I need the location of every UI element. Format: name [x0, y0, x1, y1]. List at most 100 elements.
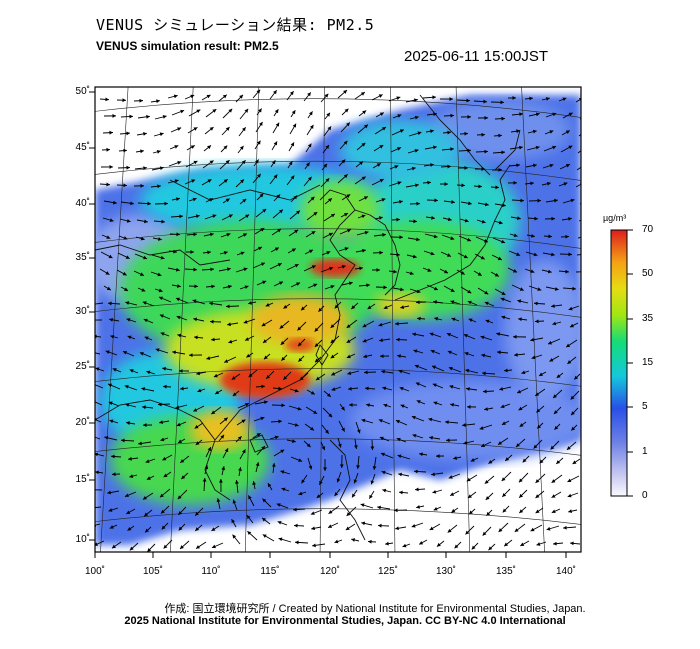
wind-arrow-head [522, 458, 527, 463]
wind-arrow-head [206, 94, 211, 99]
wind-arrow-head [246, 515, 251, 520]
wind-arrow-head [156, 99, 160, 104]
wind-arrow-head [159, 314, 164, 318]
wind-arrow-head [158, 288, 163, 293]
wind-arrow-head [240, 251, 245, 256]
wind-arrow-head [449, 385, 454, 389]
wind-arrow-head [90, 488, 94, 492]
wind-arrow-head [244, 285, 249, 290]
wind-arrow-head [299, 376, 304, 381]
wind-arrow-head [413, 219, 417, 224]
wind-arrow-head [413, 349, 418, 354]
wind-arrow-head [548, 234, 552, 239]
wind-arrow-head [331, 372, 336, 376]
lat-label-15: 15˚ [75, 474, 90, 485]
copyright-line: 2025 National Institute for Environmenta… [124, 615, 566, 627]
wind-arrow-head [568, 306, 573, 311]
wind-arrow-head [566, 446, 571, 450]
wind-arrow-head [568, 252, 572, 257]
wind-arrow-head [212, 109, 217, 113]
wind-arrow-head [311, 231, 316, 235]
wind-arrow-head [110, 334, 115, 339]
wind-arrow-head [338, 443, 342, 448]
wind-arrow-head [164, 201, 168, 206]
wind-arrow-head [447, 130, 451, 135]
wind-arrow-head [143, 423, 147, 428]
wind-arrow-shaft [576, 166, 581, 171]
wind-arrow-head [364, 370, 368, 375]
wind-arrow-head [241, 419, 246, 424]
wind-arrow-head [227, 284, 232, 289]
wind-arrow-head [141, 288, 146, 292]
wind-arrow-head [142, 496, 147, 500]
wind-arrow-head [356, 429, 361, 434]
wind-arrow-head [416, 300, 420, 305]
wind-arrow-head [520, 542, 525, 546]
wind-arrow-head [497, 256, 502, 261]
wind-arrow-head [396, 337, 400, 342]
wind-arrow-head [245, 337, 250, 341]
wind-arrow-head [108, 383, 112, 388]
wind-arrow-head [519, 287, 524, 291]
wind-arrow-head [139, 352, 144, 356]
wind-arrow-head [412, 332, 417, 337]
wind-arrow-head [324, 93, 329, 98]
wind-arrow-head [196, 371, 201, 376]
wind-arrow-head [495, 185, 499, 190]
wind-arrow-head [227, 322, 231, 327]
wind-arrow-head [144, 512, 149, 517]
lat-label-30: 30˚ [75, 306, 90, 317]
wind-arrow-head [109, 218, 114, 222]
wind-arrow-head [140, 236, 145, 241]
wind-arrow-head [432, 145, 437, 150]
lon-label-110: 110˚ [201, 566, 221, 577]
wind-arrow-head [399, 386, 404, 391]
wind-arrow-head [502, 508, 507, 513]
wind-arrow-head [206, 356, 211, 360]
wind-arrow-head [294, 423, 299, 427]
wind-arrow-head [482, 371, 486, 376]
wind-arrow-head [193, 127, 198, 131]
wind-arrow-head [529, 96, 533, 101]
wind-arrow-head [469, 510, 473, 515]
wind-arrow-head [346, 324, 351, 328]
field-yellow-kyushu [375, 293, 425, 317]
wind-arrow-head [88, 350, 92, 354]
wind-arrow-head [307, 92, 311, 97]
wind-arrow-head [106, 182, 110, 187]
wind-arrow-head [446, 332, 451, 337]
wind-arrow-head [484, 301, 489, 306]
wind-arrow-head [106, 235, 111, 239]
wind-arrow-head [163, 544, 168, 549]
wind-arrow-head [411, 415, 416, 420]
wind-arrow-head [91, 383, 95, 387]
wind-arrow-head [568, 217, 572, 221]
lat-label-20: 20˚ [75, 417, 90, 428]
wind-arrow-head [379, 338, 383, 343]
wind-arrow-head [433, 112, 437, 117]
wind-arrow-head [263, 355, 268, 360]
wind-arrow-shaft [95, 302, 104, 305]
wind-arrow-head [339, 464, 344, 468]
wind-arrow-head [427, 180, 431, 185]
coast-japan [394, 164, 511, 301]
wind-arrow-shaft [575, 98, 581, 103]
wind-arrow-shaft [576, 254, 581, 256]
wind-arrow-head [501, 315, 506, 320]
wind-arrow-head [291, 248, 296, 252]
wind-arrow-head [113, 200, 117, 205]
wind-arrow-head [139, 272, 144, 276]
wind-arrow-head [346, 339, 351, 343]
wind-arrow-head [298, 458, 303, 462]
colorbar-label-35: 35 [642, 313, 654, 324]
wind-arrow-head [161, 219, 165, 224]
wind-arrow-shaft [577, 150, 581, 154]
wind-arrow-head [344, 108, 349, 113]
wind-arrow-head [466, 387, 470, 391]
parallel-30 [95, 298, 581, 318]
wind-arrow-head [194, 424, 199, 429]
wind-arrow-head [554, 287, 559, 291]
wind-arrow-head [416, 201, 420, 206]
wind-arrow-head [301, 306, 305, 311]
wind-arrow-head [567, 493, 572, 498]
